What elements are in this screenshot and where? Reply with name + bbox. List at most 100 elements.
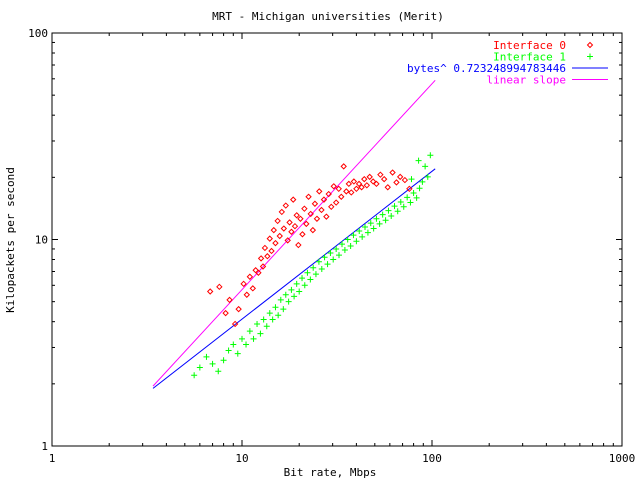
- data-point: [350, 232, 357, 239]
- data-point: [348, 189, 355, 196]
- data-point: [321, 254, 328, 261]
- data-point: [388, 212, 395, 219]
- data-point: [370, 225, 377, 232]
- data-point: [191, 372, 198, 379]
- data-point: [266, 310, 273, 317]
- data-point: [239, 335, 245, 342]
- data-point: [408, 176, 415, 183]
- legend-label-linear-slope: linear slope: [487, 74, 566, 87]
- data-point: [246, 328, 253, 335]
- legend-label-bytes-0-723248994783446: bytes^ 0.723248994783446: [407, 62, 566, 75]
- data-point: [330, 256, 337, 263]
- data-point: [291, 222, 299, 230]
- data-point: [296, 288, 303, 295]
- data-point: [318, 206, 325, 214]
- data-point: [384, 184, 391, 191]
- data-point: [304, 269, 311, 276]
- data-point: [266, 235, 273, 242]
- data-point: [312, 271, 319, 278]
- plot-frame: [51, 32, 623, 447]
- data-point: [230, 341, 237, 348]
- data-point: [327, 250, 334, 257]
- data-point: [410, 189, 417, 196]
- data-point: [249, 285, 257, 292]
- data-point: [320, 196, 328, 203]
- data-point: [341, 246, 348, 253]
- data-point: [286, 219, 293, 226]
- data-point: [427, 152, 434, 159]
- data-point: [333, 245, 340, 252]
- data-point: [416, 185, 423, 192]
- y-tick-label: 10: [35, 234, 48, 247]
- data-point: [293, 212, 300, 219]
- data-point: [358, 184, 365, 191]
- data-point: [206, 288, 214, 295]
- data-point: [246, 273, 254, 280]
- data-point: [250, 335, 257, 342]
- data-point: [367, 220, 374, 227]
- data-point: [301, 205, 308, 212]
- y-axis-label: Kilopackets per second: [4, 167, 17, 313]
- data-point: [313, 215, 321, 222]
- data-point: [396, 173, 404, 181]
- data-point: [196, 364, 203, 371]
- data-point: [380, 175, 388, 183]
- data-point: [393, 179, 400, 186]
- data-point: [284, 237, 291, 244]
- data-point: [376, 220, 383, 227]
- data-point: [274, 217, 281, 225]
- data-point: [259, 263, 267, 270]
- data-point: [344, 236, 351, 243]
- data-point: [240, 280, 247, 288]
- legend-swatch-interface-0: [586, 41, 594, 49]
- series-line-bytes-0-723248994783446: [152, 168, 436, 389]
- data-point: [269, 316, 276, 323]
- legend-label-interface-1: Interface 1: [493, 51, 566, 64]
- data-point: [397, 198, 404, 205]
- data-point: [231, 320, 239, 328]
- data-point: [413, 194, 420, 201]
- x-axis-label: Bit rate, Mbps: [284, 466, 377, 479]
- data-point: [255, 269, 262, 276]
- data-point: [291, 293, 298, 300]
- data-point: [377, 171, 384, 178]
- data-point: [406, 185, 413, 193]
- data-point: [289, 196, 297, 203]
- data-point: [318, 265, 325, 272]
- data-point: [226, 296, 233, 304]
- data-point: [260, 316, 267, 323]
- data-point: [309, 226, 317, 234]
- data-point: [209, 360, 216, 367]
- series-line-linear-slope: [152, 79, 436, 387]
- data-point: [216, 283, 223, 291]
- data-point: [362, 223, 369, 230]
- data-point: [303, 220, 310, 228]
- data-point: [310, 264, 317, 271]
- data-point: [264, 253, 271, 260]
- data-point: [277, 296, 284, 303]
- data-point: [276, 232, 283, 240]
- x-tick-label: 1: [49, 452, 56, 465]
- data-point: [243, 341, 250, 348]
- data-point: [400, 203, 407, 210]
- data-point: [407, 199, 414, 206]
- data-point: [328, 203, 335, 211]
- data-point: [268, 247, 275, 255]
- data-point: [347, 243, 354, 250]
- data-point: [336, 252, 343, 259]
- data-point: [285, 298, 292, 305]
- data-point: [361, 175, 368, 183]
- data-point: [391, 203, 398, 210]
- data-point: [332, 199, 340, 206]
- data-point: [299, 275, 306, 282]
- data-point: [401, 176, 409, 184]
- data-point: [311, 200, 319, 207]
- x-tick-label: 1000: [609, 452, 636, 465]
- data-point: [280, 306, 287, 313]
- data-point: [307, 210, 314, 218]
- data-point: [282, 202, 289, 209]
- data-point: [364, 229, 371, 236]
- data-point: [394, 208, 401, 215]
- data-point: [339, 241, 346, 248]
- data-point: [282, 291, 289, 298]
